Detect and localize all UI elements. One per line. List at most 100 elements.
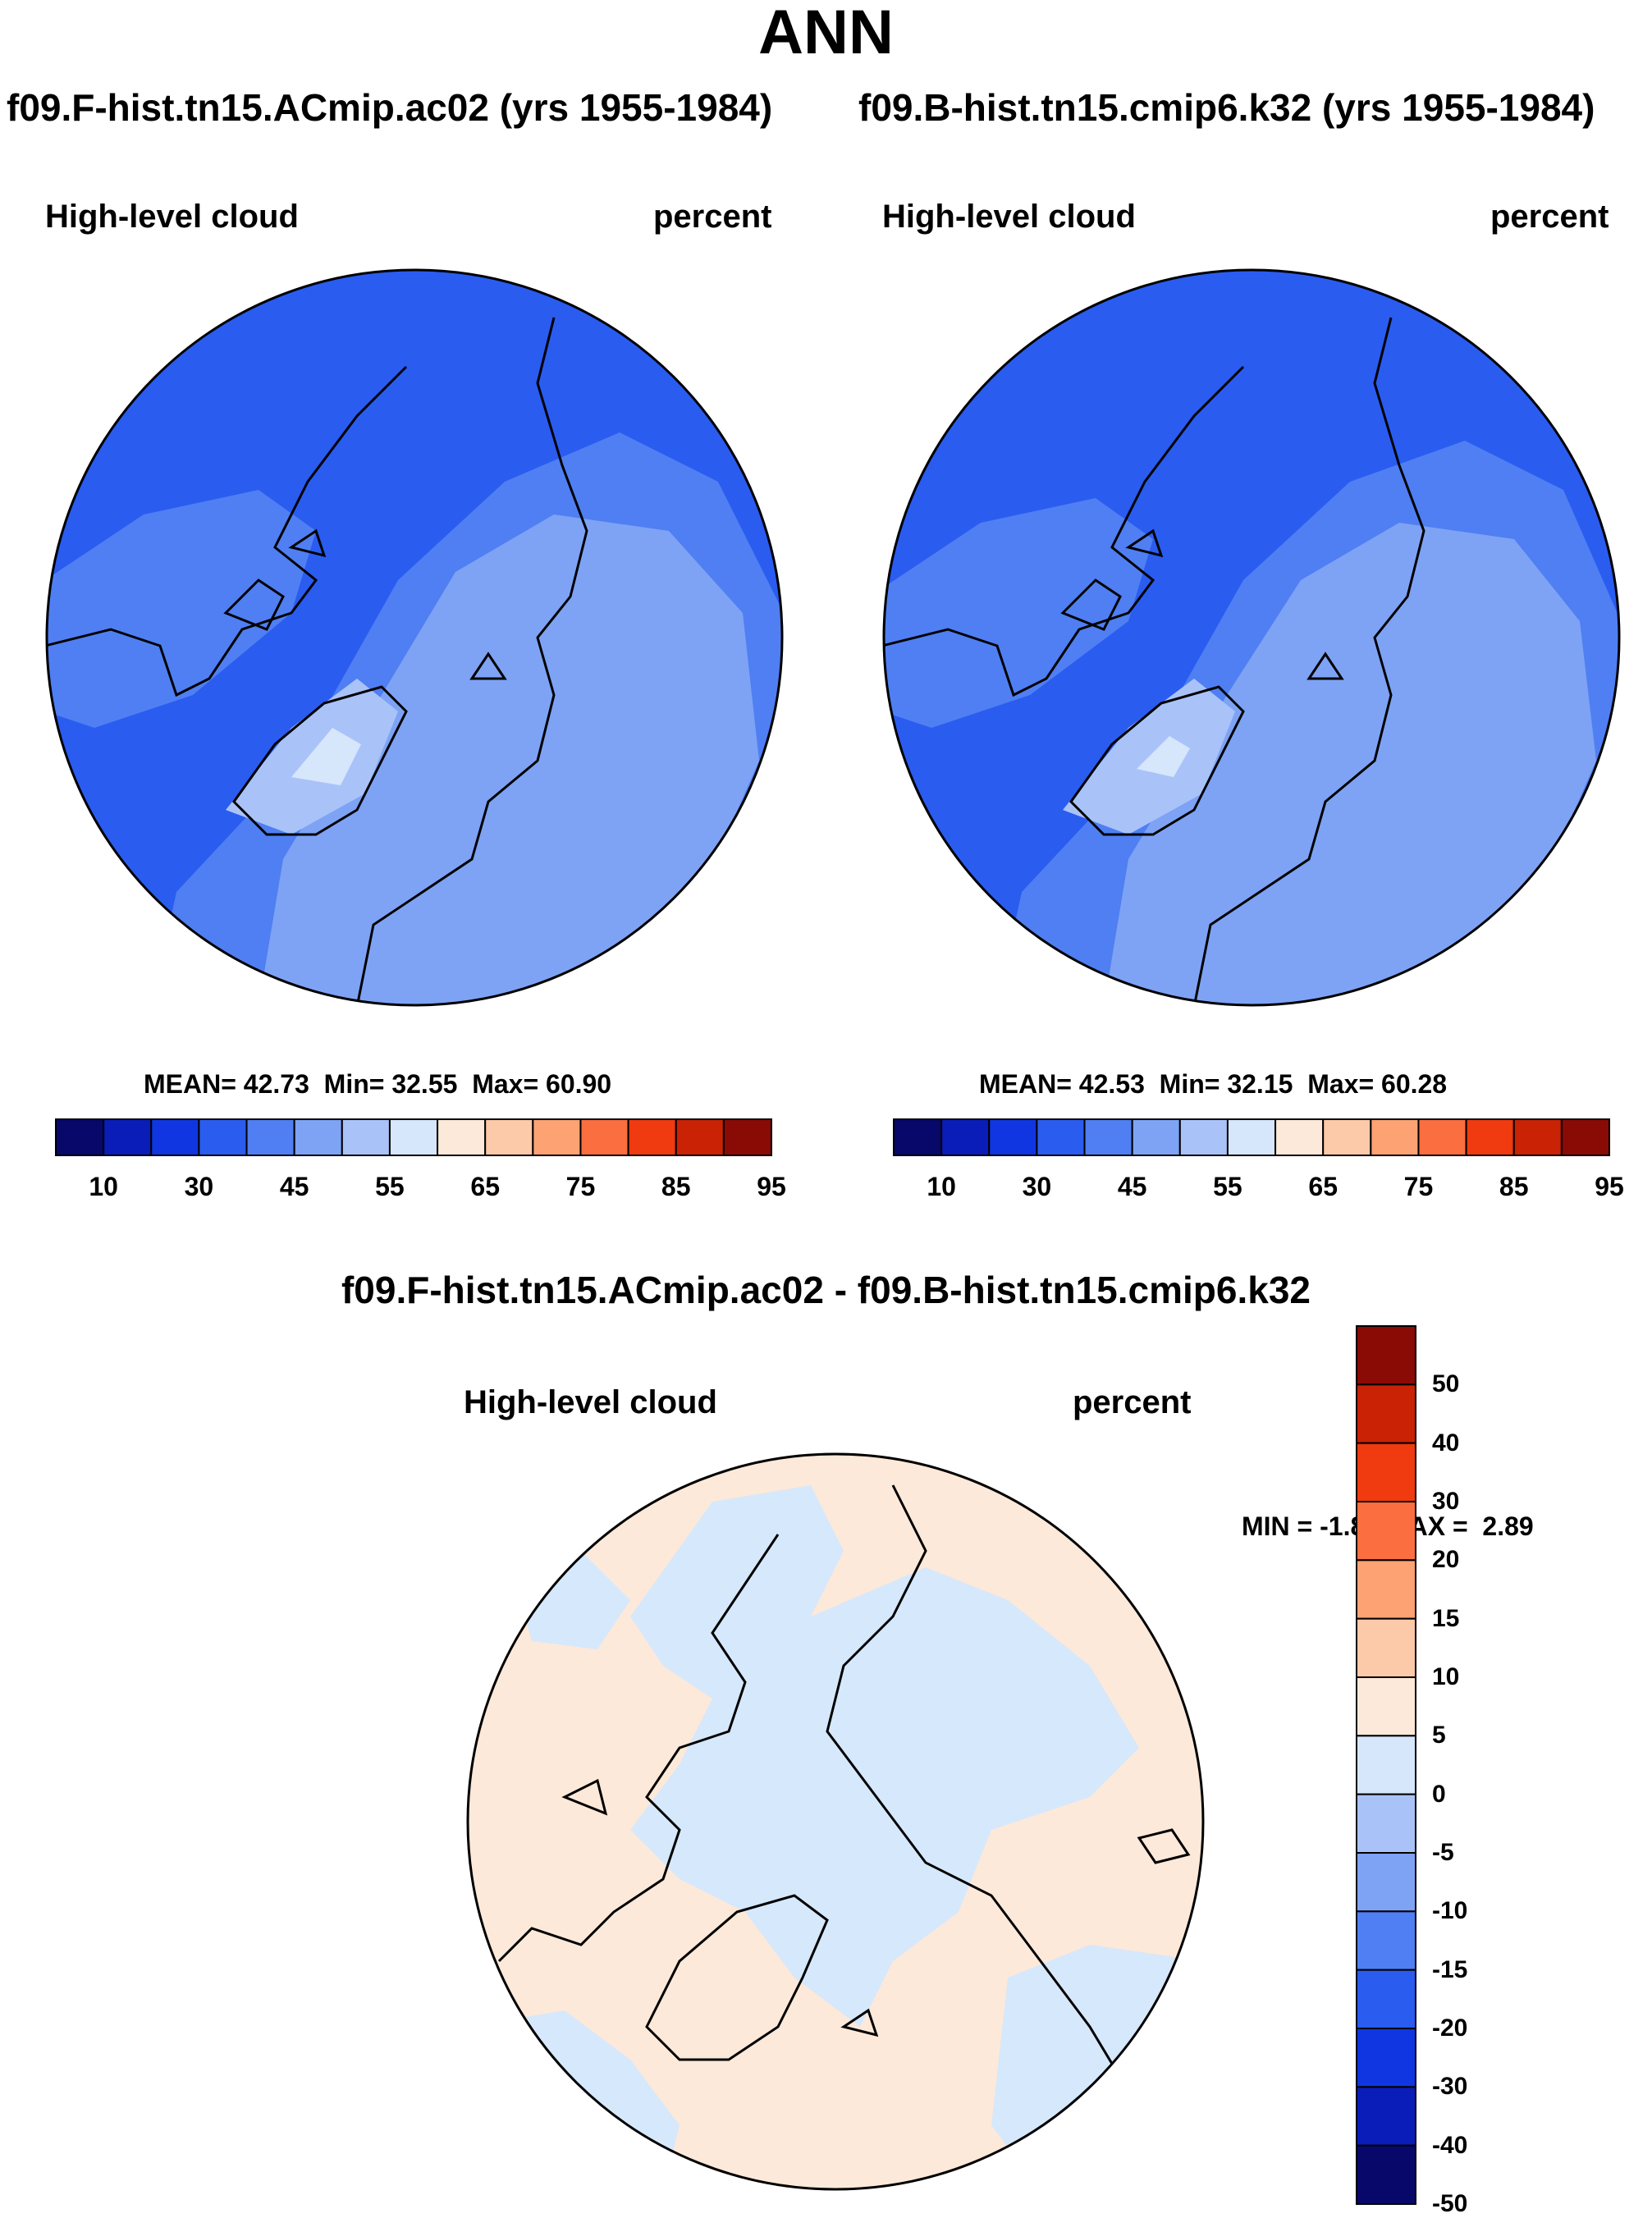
diff-variable-label: High-level cloud [464, 1384, 717, 1420]
map2-region-45b [884, 498, 1153, 728]
diff-colorbar-tick-label: 15 [1432, 1604, 1460, 1632]
diff-colorbar-ticks: 50 40 30 20 15 10 5 0 -5 -10 -15 -20 -30 -40 -50 [1432, 1326, 1531, 2217]
panel1-colorbar-swatch-8 [437, 1118, 487, 1156]
panel2-max-label: Max= [1307, 1069, 1375, 1099]
diff-colorbar-swatch-3 [1356, 1501, 1416, 1562]
panel2-colorbar-swatch-7 [1226, 1118, 1277, 1156]
panel2-colorbar-swatch-14 [1560, 1118, 1610, 1156]
panel1-colorbar-swatch-14 [722, 1118, 772, 1156]
panel2-colorbar-tick-label: 55 [1213, 1172, 1242, 1201]
diff-colorbar-swatch-11 [1356, 1969, 1416, 2030]
panel1-colorbar-tick-label: 45 [279, 1172, 309, 1201]
diff-colorbar-tick-label: 10 [1432, 1663, 1460, 1690]
panel2-colorbar-swatch-9 [1322, 1118, 1372, 1156]
diff-colorbar-swatch-12 [1356, 2028, 1416, 2088]
diff-region-neg-1 [630, 1485, 1139, 2027]
diff-colorbar-tick-label: 40 [1432, 1429, 1460, 1457]
diff-colorbar-tick-label: -50 [1432, 2190, 1468, 2217]
map1-border [45, 268, 784, 1007]
panel1-colorbar-ticks: 10 30 45 55 65 75 85 95 [56, 1172, 785, 1205]
page-title: ANN [758, 0, 894, 67]
diff-max-value: 2.89 [1482, 1511, 1534, 1541]
panel1-max-value: 60.90 [546, 1069, 612, 1099]
panel1-colorbar-swatch-2 [150, 1118, 200, 1156]
diff-colorbar-swatch-10 [1356, 1910, 1416, 1971]
panel1-colorbar-swatch-3 [198, 1118, 248, 1156]
panel1-colorbar-tick-label: 30 [184, 1172, 214, 1201]
diff-coastline-greenland [645, 1894, 829, 2061]
diff-colorbar-swatch-1 [1356, 1383, 1416, 1444]
map2-border [882, 268, 1621, 1007]
map1-region-50 [259, 514, 759, 1005]
diff-title: f09.F-hist.tn15.ACmip.ac02 - f09.B-hist.… [341, 1269, 1311, 1311]
panel2-colorbar-tick-label: 95 [1595, 1172, 1624, 1201]
panel2-mean-value: 42.53 [1078, 1069, 1145, 1099]
map1-region-45b [47, 490, 316, 728]
panel1-max-label: Max= [472, 1069, 539, 1099]
panel2-mean-label: MEAN= [979, 1069, 1072, 1099]
map2-coastline-islands [1060, 528, 1344, 680]
diff-coastline-northamerica [497, 1534, 780, 1963]
map1-coastline-northamerica [47, 365, 408, 697]
diff-colorbar-swatch-9 [1356, 1852, 1416, 1913]
panel2-colorbar-swatch-8 [1274, 1118, 1325, 1156]
diff-colorbar-tick-label: -30 [1432, 2073, 1468, 2101]
diff-colorbar-swatch-6 [1356, 1676, 1416, 1737]
panel1-variable-label: High-level cloud [45, 199, 299, 235]
panel1-colorbar-tick-label: 55 [375, 1172, 405, 1201]
map1-coastline-islands [223, 528, 507, 680]
panel2-colorbar-swatch-2 [988, 1118, 1038, 1156]
panel1-colorbar-swatch-4 [245, 1118, 295, 1156]
map2-coastline-eurasia [1192, 317, 1425, 1005]
panel2-colorbar-tick-label: 30 [1022, 1172, 1052, 1201]
diff-polar-map [466, 1452, 1205, 2191]
panel2-colorbar-ticks: 10 30 45 55 65 75 85 95 [894, 1172, 1623, 1205]
panel2-colorbar-swatch-10 [1370, 1118, 1420, 1156]
panel1-colorbar-tick-label: 85 [661, 1172, 691, 1201]
diff-units-label: percent [1073, 1384, 1192, 1420]
panel1-colorbar-swatch-9 [484, 1118, 534, 1156]
panel2-case-title: f09.B-hist.tn15.cmip6.k32 (yrs 1955-1984… [858, 86, 1595, 129]
diff-colorbar-tick-label: -20 [1432, 2014, 1468, 2042]
panel1-colorbar-swatch-6 [341, 1118, 391, 1156]
diff-map-border [466, 1452, 1205, 2191]
map1-coastline-eurasia [355, 317, 588, 1005]
panel2-colorbar [893, 1118, 1610, 1156]
diff-colorbar-tick-label: 50 [1432, 1370, 1460, 1398]
panel1-units-label: percent [653, 199, 772, 235]
panel2-colorbar-swatch-12 [1465, 1118, 1515, 1156]
diff-colorbar-tick-label: 0 [1432, 1780, 1446, 1808]
map2-region-60 [1137, 736, 1190, 777]
panel2-colorbar-swatch-13 [1512, 1118, 1563, 1156]
map2-coastline-northamerica [884, 365, 1245, 697]
panel1-polar-map [45, 268, 784, 1007]
diff-colorbar-swatch-13 [1356, 2086, 1416, 2147]
panel1-min-value: 32.55 [391, 1069, 458, 1099]
panel2-variable-label: High-level cloud [882, 199, 1136, 235]
diff-colorbar-swatch-4 [1356, 1559, 1416, 1620]
map2-region-50 [1104, 523, 1596, 1005]
panel1-min-label: Min= [323, 1069, 385, 1099]
panel2-colorbar-swatch-6 [1178, 1118, 1229, 1156]
diff-colorbar-swatch-5 [1356, 1617, 1416, 1678]
diff-colorbar-swatch-0 [1356, 1325, 1416, 1386]
diff-colorbar-swatch-8 [1356, 1793, 1416, 1854]
panel2-max-value: 60.28 [1381, 1069, 1448, 1099]
panel2-units-label: percent [1490, 199, 1609, 235]
diff-min-label: MIN = [1242, 1511, 1313, 1541]
panel2-colorbar-tick-label: 65 [1308, 1172, 1338, 1201]
diff-colorbar-tick-label: -15 [1432, 1955, 1468, 1983]
panel1-colorbar-swatch-0 [55, 1118, 105, 1156]
panel1-colorbar-swatch-11 [579, 1118, 629, 1156]
panel2-colorbar-tick-label: 85 [1499, 1172, 1529, 1201]
diff-colorbar-swatch-2 [1356, 1442, 1416, 1503]
panel2-colorbar-tick-label: 75 [1403, 1172, 1434, 1201]
panel1-mean-value: 42.73 [243, 1069, 309, 1099]
diff-region-neg-2 [991, 1945, 1203, 2189]
panel2-colorbar-swatch-3 [1036, 1118, 1086, 1156]
panel1-colorbar-tick-label: 95 [757, 1172, 786, 1201]
panel1-colorbar-swatch-13 [675, 1118, 725, 1156]
panel1-case-title: f09.F-hist.tn15.ACmip.ac02 (yrs 1955-198… [7, 86, 773, 129]
map2-coastline-greenland [1069, 685, 1245, 836]
map1-region-60 [291, 728, 361, 785]
